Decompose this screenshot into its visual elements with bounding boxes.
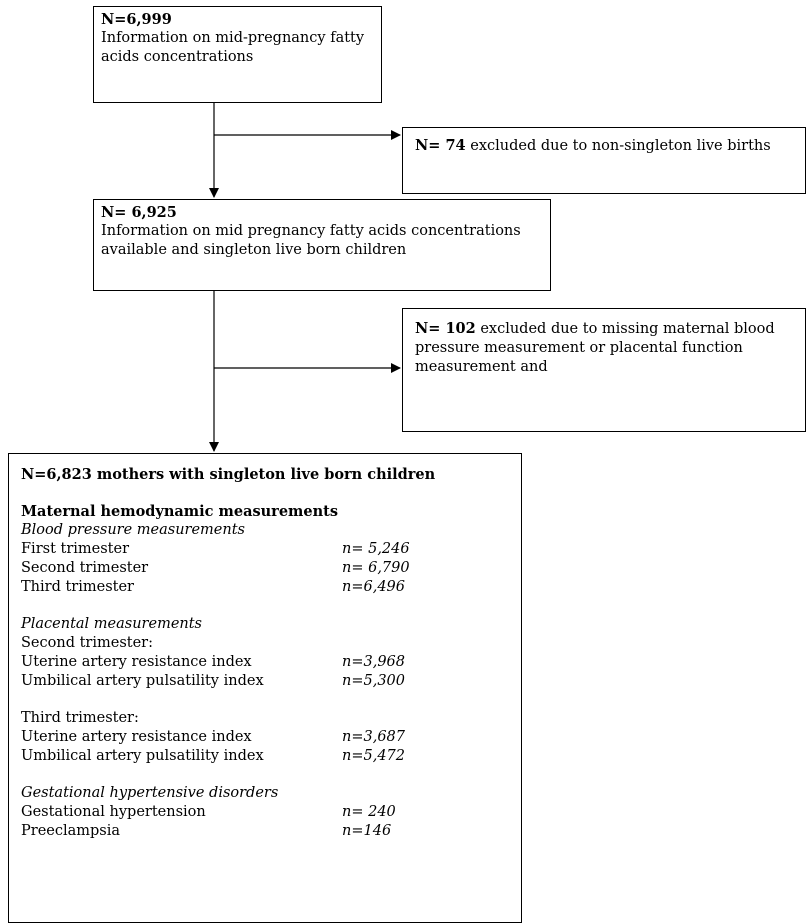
initial-sample-description: Information on mid-pregnancy fatty acids… xyxy=(101,30,365,65)
blood-pressure-heading: Blood pressure measurements xyxy=(21,522,245,538)
row-label: Uterine artery resistance index xyxy=(21,654,252,670)
row-label: Umbilical artery pulsatility index xyxy=(21,673,264,689)
initial-sample-count: N=6,999 xyxy=(101,11,172,28)
row-value: n= 6,790 xyxy=(342,560,410,576)
initial-sample-box: N=6,999 Information on mid-pregnancy fat… xyxy=(93,6,382,103)
singleton-sample-description: Information on mid pregnancy fatty acids… xyxy=(101,223,521,258)
singleton-sample-box: N= 6,925 Information on mid pregnancy fa… xyxy=(93,199,551,291)
table-row: Umbilical artery pulsatility index n=5,47… xyxy=(21,747,509,766)
table-row: Second trimester n= 6,790 xyxy=(21,559,509,578)
exclusion-1-count: N= 74 xyxy=(415,137,466,154)
row-value: n= 240 xyxy=(342,804,396,820)
final-sample-box: N=6,823 mothers with singleton live born… xyxy=(8,453,522,923)
placental-second-label: Second trimester: xyxy=(21,635,153,651)
placental-heading: Placental measurements xyxy=(21,616,203,632)
row-label: Umbilical artery pulsatility index xyxy=(21,748,264,764)
row-label: Gestational hypertension xyxy=(21,804,206,820)
row-label: Uterine artery resistance index xyxy=(21,729,252,745)
exclusion-1-description: excluded due to non-singleton live birth… xyxy=(465,138,771,154)
row-label: Preeclampsia xyxy=(21,823,121,839)
table-row: First trimester n= 5,246 xyxy=(21,540,509,559)
row-value: n=3,968 xyxy=(342,654,405,670)
singleton-sample-count: N= 6,925 xyxy=(101,204,177,221)
table-row: Uterine artery resistance index n=3,968 xyxy=(21,653,509,672)
table-row: Third trimester n=6,496 xyxy=(21,578,509,597)
exclusion-2-description: excluded due to missing maternal blood p… xyxy=(415,321,775,375)
row-value: n= 5,246 xyxy=(342,541,410,557)
hemodynamic-heading: Maternal hemodynamic measurements xyxy=(21,503,339,520)
row-value: n=146 xyxy=(342,823,392,839)
row-value: n=5,300 xyxy=(342,673,405,689)
table-row: Preeclampsia n=146 xyxy=(21,822,509,841)
exclusion-2-count: N= 102 xyxy=(415,320,476,337)
row-label: Second trimester xyxy=(21,560,149,576)
row-value: n=3,687 xyxy=(342,729,405,745)
placental-third-label: Third trimester: xyxy=(21,710,139,726)
exclusion-box-2: N= 102 excluded due to missing maternal … xyxy=(402,308,806,432)
row-label: First trimester xyxy=(21,541,130,557)
exclusion-box-1: N= 74 excluded due to non-singleton live… xyxy=(402,127,806,194)
final-sample-title: N=6,823 mothers with singleton live born… xyxy=(21,466,436,483)
table-row: Uterine artery resistance index n=3,687 xyxy=(21,728,509,747)
row-value: n=5,472 xyxy=(342,748,405,764)
row-label: Third trimester xyxy=(21,579,134,595)
table-row: Umbilical artery pulsatility index n=5,30… xyxy=(21,672,509,691)
table-row: Gestational hypertension n= 240 xyxy=(21,803,509,822)
hypertensive-heading: Gestational hypertensive disorders xyxy=(21,785,279,801)
row-value: n=6,496 xyxy=(342,579,405,595)
